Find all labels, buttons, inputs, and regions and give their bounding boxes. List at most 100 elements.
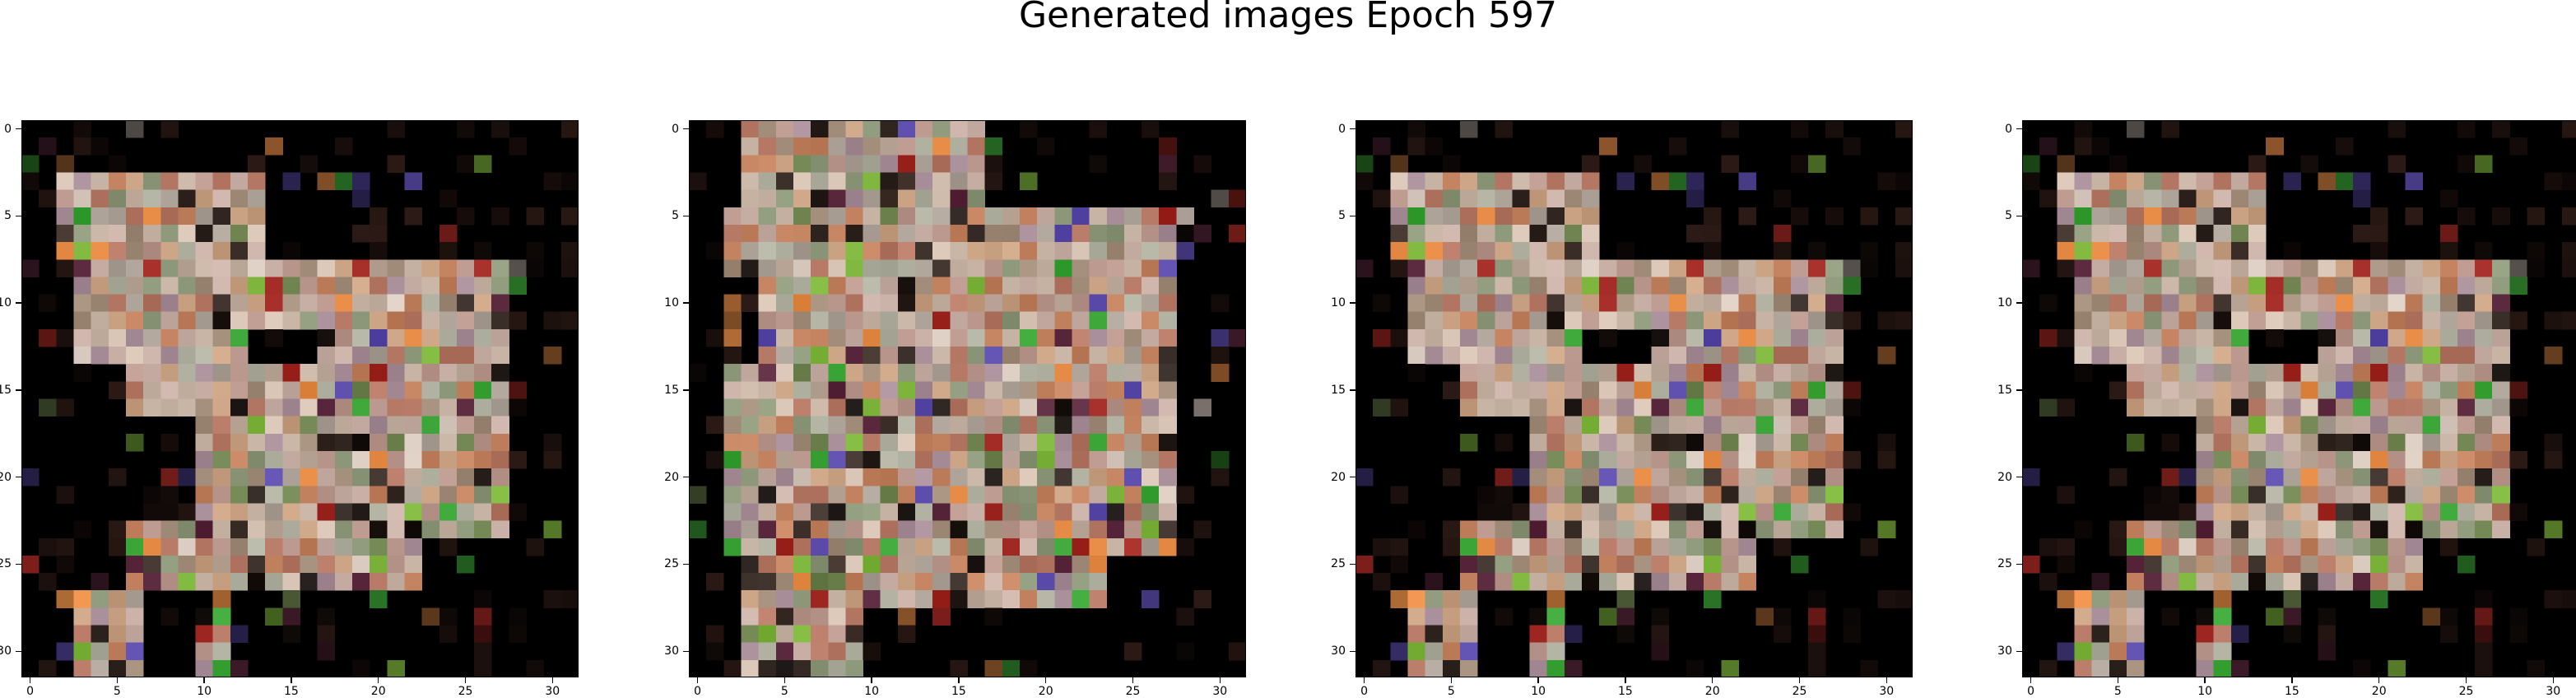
x-tick-mark — [116, 677, 119, 683]
x-tick-mark — [203, 677, 205, 683]
x-tick-mark — [1798, 677, 1801, 683]
image-panel-2: 0 5 10 15 20 25 30 0 5 10 15 20 25 30 — [664, 120, 1246, 697]
y-tick-label: 15 — [1997, 383, 2012, 397]
generated-image — [21, 120, 579, 677]
y-tick-label: 20 — [664, 470, 679, 484]
x-tick-label: 30 — [1212, 685, 1228, 698]
y-tick-label: 20 — [1331, 470, 1346, 484]
y-tick-label: 5 — [1338, 209, 1346, 223]
x-tick-mark — [1219, 677, 1221, 683]
x-tick-label: 15 — [951, 685, 966, 698]
x-tick-label: 5 — [2113, 685, 2122, 698]
x-tick-mark — [2204, 677, 2206, 683]
x-tick-label: 15 — [2285, 685, 2299, 698]
y-tick-mark — [1350, 563, 1355, 565]
y-tick-label: 30 — [1997, 644, 2012, 658]
y-tick-label: 0 — [1338, 122, 1346, 136]
x-tick-mark — [2552, 677, 2554, 683]
y-tick-mark — [16, 563, 21, 565]
y-tick-mark — [2016, 650, 2022, 652]
x-tick-label: 5 — [780, 685, 788, 698]
x-tick-mark — [551, 677, 553, 683]
generated-image — [2022, 120, 2576, 677]
x-tick-mark — [378, 677, 379, 683]
x-tick-label: 25 — [1125, 685, 1141, 698]
y-tick-label: 20 — [0, 470, 12, 484]
y-tick-mark — [1350, 650, 1355, 652]
x-tick-mark — [2465, 677, 2467, 683]
y-tick-mark — [16, 128, 21, 130]
y-tick-label: 30 — [1331, 644, 1346, 658]
x-tick-label: 5 — [113, 685, 121, 698]
x-tick-mark — [1712, 677, 1713, 683]
y-tick-label: 20 — [1997, 470, 2012, 484]
generated-image — [1355, 120, 1913, 677]
x-tick-mark — [1132, 677, 1134, 683]
y-tick-label: 10 — [1331, 296, 1346, 310]
x-tick-label: 10 — [2197, 685, 2213, 698]
y-tick-mark — [1350, 389, 1355, 391]
y-tick-label: 15 — [664, 383, 679, 397]
x-tick-label: 25 — [2458, 685, 2474, 698]
x-tick-mark — [1450, 677, 1453, 683]
y-tick-label: 25 — [1331, 557, 1346, 571]
x-tick-mark — [871, 677, 872, 683]
y-tick-mark — [2016, 563, 2022, 565]
x-tick-mark — [958, 677, 960, 683]
y-tick-label: 5 — [2005, 209, 2012, 223]
x-tick-label: 20 — [370, 685, 386, 698]
image-panel-3: 0 5 10 15 20 25 30 0 5 10 15 20 25 30 — [1331, 120, 1913, 697]
x-tick-mark — [464, 677, 467, 683]
y-tick-label: 30 — [664, 644, 679, 658]
y-tick-label: 25 — [664, 557, 679, 571]
y-tick-label: 25 — [1997, 557, 2012, 571]
generated-image — [689, 120, 1246, 677]
x-tick-label: 20 — [2371, 685, 2387, 698]
x-tick-label: 10 — [197, 685, 212, 698]
x-tick-mark — [2378, 677, 2380, 683]
y-tick-mark — [2016, 389, 2022, 391]
y-tick-label: 10 — [664, 296, 679, 310]
x-tick-label: 10 — [1531, 685, 1546, 698]
figure-title: Generated images Epoch 597 — [1018, 0, 1558, 36]
x-tick-label: 25 — [1792, 685, 1807, 698]
y-tick-mark — [683, 128, 689, 130]
image-panel-1: 0 5 10 15 20 25 30 0 5 10 15 20 25 30 — [0, 120, 579, 697]
y-tick-label: 10 — [0, 296, 12, 310]
y-tick-mark — [1350, 302, 1355, 304]
y-tick-mark — [683, 650, 689, 652]
y-tick-mark — [16, 650, 21, 652]
x-tick-label: 0 — [2027, 685, 2035, 698]
x-tick-label: 20 — [1038, 685, 1053, 698]
y-tick-mark — [683, 389, 689, 391]
y-tick-label: 0 — [672, 122, 679, 136]
y-tick-label: 25 — [0, 557, 12, 571]
x-tick-mark — [1886, 677, 1887, 683]
x-tick-label: 5 — [1447, 685, 1455, 698]
y-tick-mark — [1350, 128, 1355, 130]
x-tick-label: 0 — [694, 685, 702, 698]
y-tick-mark — [16, 302, 21, 304]
y-tick-mark — [16, 389, 21, 391]
x-tick-label: 0 — [1360, 685, 1369, 698]
x-tick-label: 25 — [458, 685, 473, 698]
x-tick-mark — [1045, 677, 1047, 683]
x-tick-mark — [696, 677, 699, 683]
y-tick-label: 30 — [0, 644, 12, 658]
x-tick-label: 30 — [545, 685, 560, 698]
x-tick-mark — [783, 677, 786, 683]
x-tick-label: 30 — [2546, 685, 2561, 698]
y-tick-mark — [2016, 302, 2022, 304]
x-tick-mark — [1363, 677, 1365, 683]
y-tick-label: 5 — [672, 209, 679, 223]
y-tick-mark — [2016, 128, 2022, 130]
y-tick-mark — [683, 302, 689, 304]
image-panel-4: 0 5 10 15 20 25 30 0 5 10 15 20 25 30 — [1997, 120, 2576, 697]
x-tick-label: 15 — [284, 685, 299, 698]
y-tick-mark — [683, 563, 689, 565]
x-tick-label: 10 — [864, 685, 880, 698]
y-tick-label: 0 — [2005, 122, 2012, 136]
y-tick-label: 15 — [0, 383, 12, 397]
x-tick-label: 15 — [1618, 685, 1633, 698]
x-tick-mark — [2030, 677, 2032, 683]
